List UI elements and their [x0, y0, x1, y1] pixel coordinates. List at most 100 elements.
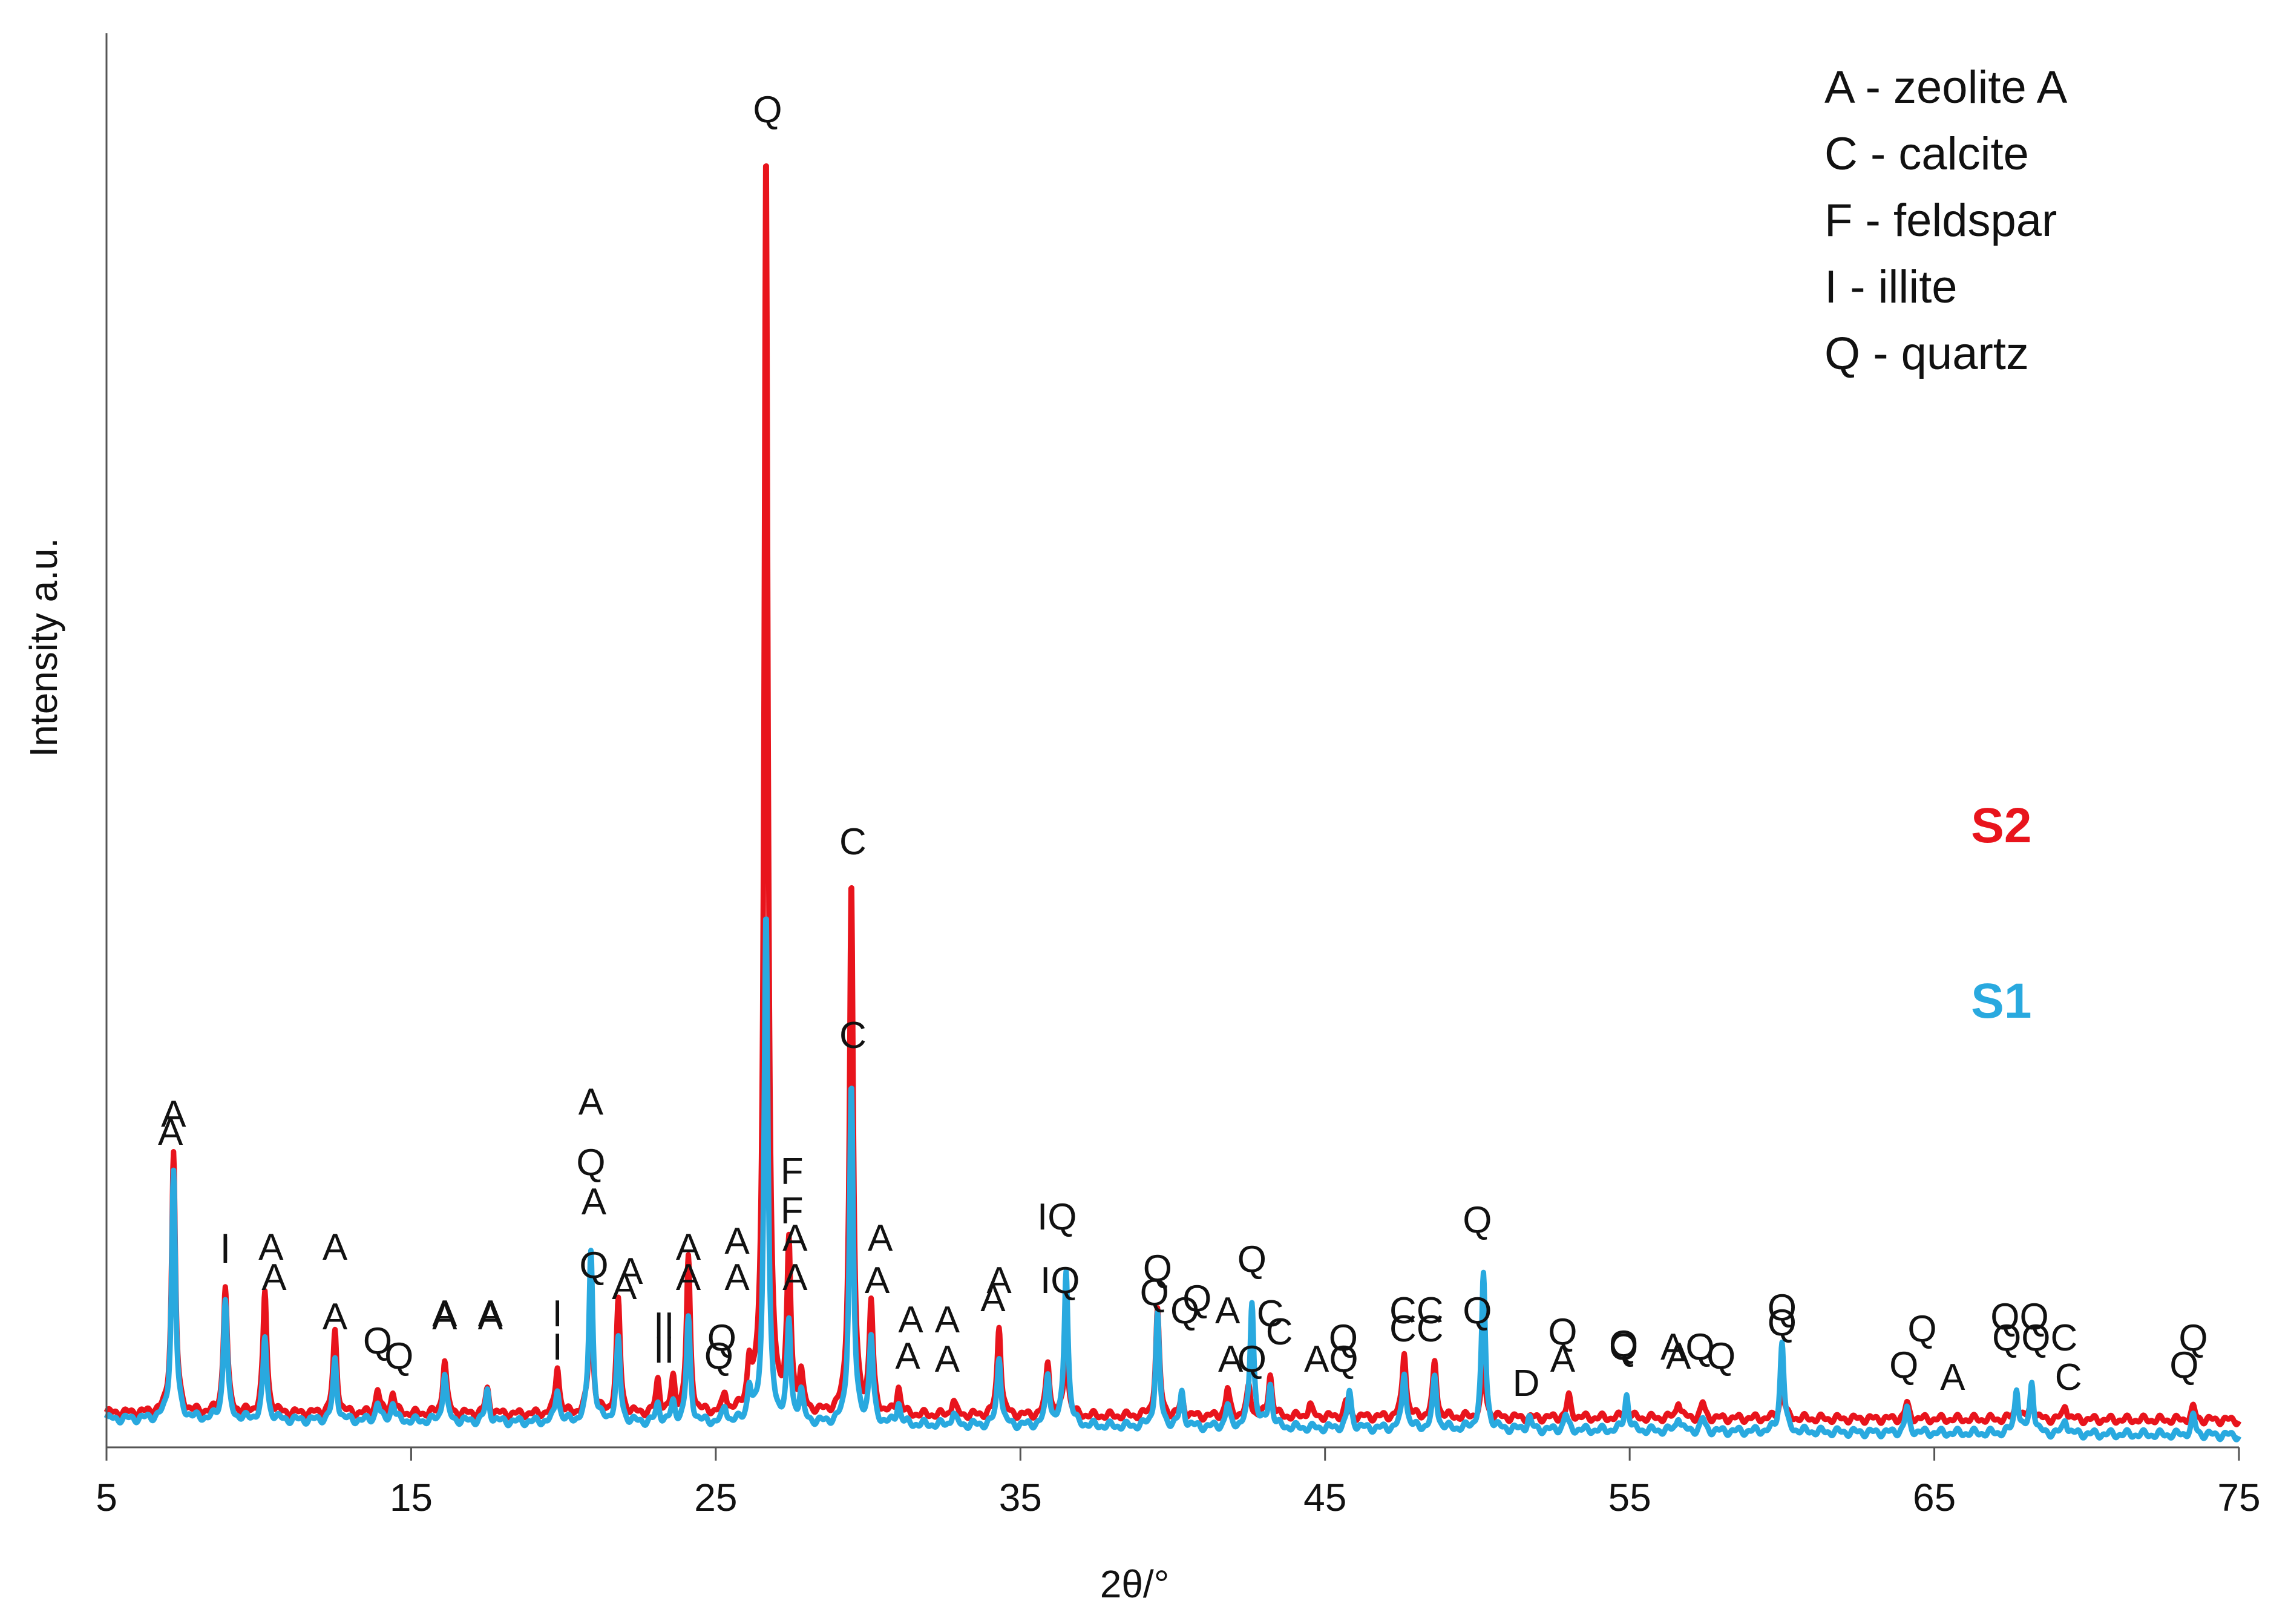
x-tick-label: 75	[2217, 1476, 2260, 1519]
peak-label-s1: Q	[1768, 1287, 1797, 1329]
peak-label-s2: A	[782, 1217, 808, 1259]
peak-label-s1: A	[158, 1112, 183, 1153]
peak-label-s1: Q	[1609, 1323, 1638, 1365]
peak-label-s1: QQ	[1990, 1296, 2048, 1338]
peak-label-s2: A	[161, 1093, 186, 1135]
peak-label-s1: A	[935, 1338, 960, 1380]
peak-label-s1: II	[654, 1329, 674, 1371]
peak-label-s1: A	[1666, 1335, 1691, 1377]
peak-label-s2: A	[478, 1293, 503, 1335]
peak-label-s2: A	[1215, 1290, 1241, 1332]
peak-label-s1: Q	[1182, 1278, 1211, 1320]
x-tick-label: 25	[694, 1476, 737, 1519]
peak-label-s2: Q	[1548, 1311, 1577, 1353]
peak-label-s1: Q	[1329, 1317, 1358, 1359]
peak-label-s2: A	[676, 1226, 701, 1268]
peak-label-s1: A	[895, 1335, 920, 1377]
series-label-s2: S2	[1971, 798, 2031, 853]
peak-label-s2: A	[724, 1220, 750, 1262]
peak-label-s2: F	[781, 1151, 804, 1193]
x-tick-label: 15	[390, 1476, 433, 1519]
peak-label-s1: A	[1940, 1357, 1965, 1398]
y-axis-title: Intensity a.u.	[22, 538, 65, 758]
peak-label-s2: Q	[1170, 1290, 1199, 1332]
peak-label-s1: CC	[1389, 1308, 1444, 1350]
peak-label-s1: A	[432, 1296, 457, 1338]
peak-label-s2: A	[582, 1181, 607, 1223]
x-tick-label: 55	[1608, 1476, 1651, 1519]
peak-label-s2: Q	[1907, 1308, 1936, 1350]
peak-label-s2: Q	[1237, 1338, 1267, 1380]
peak-label-s1: I	[220, 1229, 231, 1271]
peak-label-s2: QQC	[1992, 1317, 2077, 1359]
peak-label-s1: C	[1266, 1311, 1293, 1353]
peak-label-s1: Q	[2169, 1344, 2198, 1386]
peak-label-s1: A	[261, 1257, 287, 1298]
peak-label-s1: Q	[1463, 1199, 1492, 1241]
peak-label-s2: Q	[753, 89, 782, 131]
peak-label-s2: I	[552, 1293, 562, 1335]
peak-label-s1: A	[865, 1260, 890, 1301]
peak-label-s1: IQ	[1037, 1196, 1077, 1238]
peak-label-s2: A	[935, 1299, 960, 1341]
series-tags: S2 S1	[1971, 798, 2031, 1029]
series-line-s2	[103, 163, 2242, 1427]
x-ticks: 5 15 25 35 45 55 65 75	[96, 1447, 2261, 1519]
series-line-s1	[103, 916, 2242, 1442]
legend: A - zeolite A C - calcite F - feldspar I…	[1824, 62, 2068, 379]
peak-label-s1: Q	[704, 1335, 733, 1377]
peak-label-s2: A	[258, 1226, 284, 1268]
peak-label-s1: A	[980, 1278, 1006, 1320]
peak-label-s1: A	[612, 1266, 637, 1308]
x-tick-label: 5	[96, 1476, 117, 1519]
x-tick-label: 65	[1913, 1476, 1956, 1519]
legend-entry-zeolite: A - zeolite A	[1824, 62, 2068, 113]
peak-label-s1: Q	[1237, 1239, 1267, 1280]
peak-label-s1: Q	[384, 1335, 413, 1377]
peak-label-s2: Q	[1143, 1248, 1172, 1289]
legend-entry-quartz: Q - quartz	[1824, 328, 2029, 379]
peak-label-s2: C	[839, 821, 867, 863]
peak-label-s1: A	[1550, 1338, 1576, 1380]
peak-label-s1: Q	[1706, 1335, 1735, 1377]
peak-label-s1: A	[478, 1296, 503, 1338]
peak-label-s2: A	[868, 1217, 893, 1259]
peak-label-s1: A	[578, 1081, 604, 1123]
peak-label-s2: Q	[363, 1320, 392, 1362]
peak-label-s2: AQ	[1660, 1326, 1715, 1368]
peak-label-s2: A	[432, 1293, 457, 1335]
peak-label-s2: A	[898, 1299, 923, 1341]
peak-label-s2: Q	[1768, 1302, 1797, 1344]
peak-label-s1: Q	[1140, 1272, 1169, 1314]
series-curves	[103, 163, 2242, 1442]
x-tick-label: 35	[999, 1476, 1042, 1519]
peak-label-s2: AQ	[1304, 1338, 1359, 1380]
peak-label-s2: IQ	[1040, 1260, 1080, 1301]
peak-label-s2: A	[986, 1260, 1012, 1301]
series-label-s1: S1	[1971, 974, 2031, 1029]
peak-label-s1: C	[2055, 1357, 2082, 1398]
peak-label-s1: Q	[1889, 1344, 1918, 1386]
peak-label-s1: A	[323, 1296, 348, 1338]
legend-entry-illite: I - illite	[1824, 261, 1958, 313]
peak-label-s1: C	[839, 1015, 867, 1056]
peak-label-s2: A	[323, 1226, 348, 1268]
x-axis-title: 2θ/°	[1100, 1562, 1170, 1606]
peak-label-s2: I	[220, 1226, 231, 1268]
peak-label-s1: F	[781, 1190, 804, 1232]
peak-label-s1: A	[676, 1257, 701, 1298]
x-tick-label: 45	[1303, 1476, 1346, 1519]
peak-label-s2: Q	[1463, 1290, 1492, 1332]
peak-label-s2: II	[654, 1305, 674, 1347]
peak-label-s2: Q	[707, 1317, 736, 1359]
legend-entry-feldspar: F - feldspar	[1824, 195, 2057, 246]
peak-label-s1: D	[1513, 1363, 1540, 1404]
peak-label-s1: A	[782, 1257, 808, 1298]
peak-label-s2: C	[1257, 1293, 1284, 1335]
peak-label-s1: I	[552, 1326, 562, 1368]
peak-label-s2: Q	[579, 1245, 608, 1286]
peak-label-s2: Q	[2178, 1317, 2207, 1359]
peak-label-s1: Q	[576, 1142, 605, 1184]
